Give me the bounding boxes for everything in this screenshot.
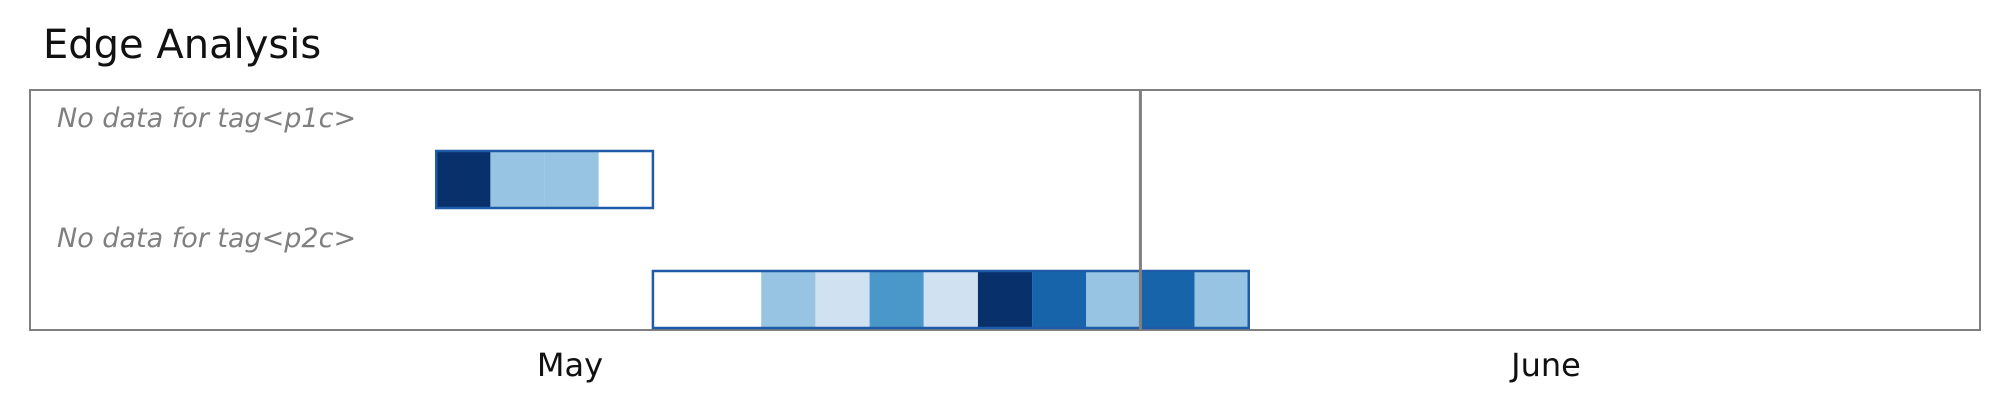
heatmap-cell [977, 271, 1033, 328]
heatmap-cell [544, 151, 599, 208]
heatmap-cell [761, 271, 816, 328]
chart-title: Edge Analysis [43, 22, 322, 68]
heatmap-cell [1032, 271, 1087, 328]
x-tick-label-may: May [537, 346, 603, 384]
x-tick-label-june: June [1509, 346, 1581, 384]
heatmap-cell [490, 151, 545, 208]
heatmap-cell [1194, 271, 1249, 328]
heatmap-cell [1086, 271, 1141, 328]
heatmap-rows: No data for tag<p1c> No data for tag<p2c> [57, 103, 1250, 330]
heatmap-cell [869, 271, 924, 328]
heatmap-cell [1140, 271, 1195, 328]
heatmap-cell [652, 271, 708, 328]
heatmap-cell [436, 151, 491, 208]
no-data-label-row-1: No data for tag<p1c> [57, 103, 356, 134]
heatmap-cell [707, 271, 762, 328]
heatmap-row-outline [435, 149, 655, 210]
heatmap-cell [598, 151, 653, 208]
heatmap-row-outline [651, 269, 1250, 330]
no-data-label-row-2: No data for tag<p2c> [57, 223, 356, 254]
heatmap-cell [923, 271, 978, 328]
heatmap-cell [815, 271, 870, 328]
